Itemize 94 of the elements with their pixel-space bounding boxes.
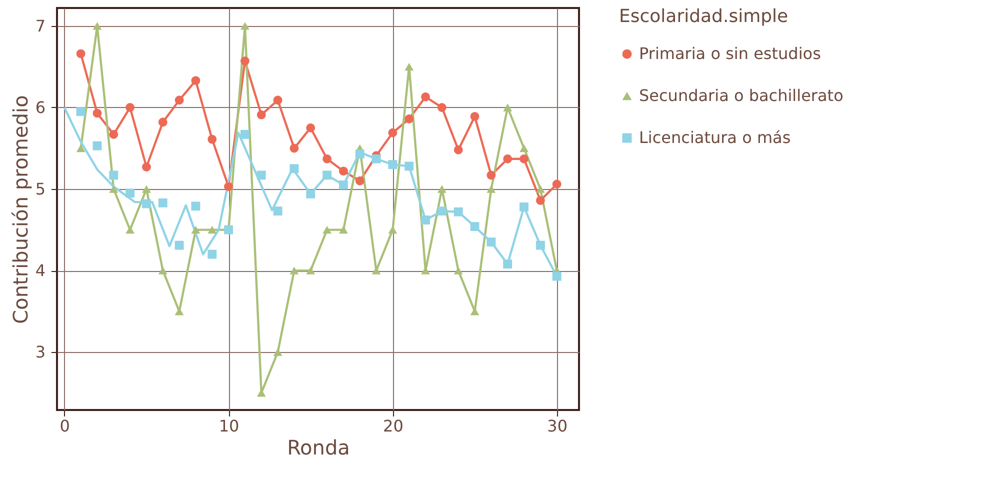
point <box>109 130 118 139</box>
point <box>76 144 86 152</box>
point <box>273 348 282 356</box>
point <box>208 134 217 144</box>
point <box>437 185 446 193</box>
point <box>109 170 118 180</box>
point <box>437 103 446 112</box>
x-tick-label: 0 <box>60 416 70 436</box>
point <box>208 226 217 234</box>
point <box>273 96 282 105</box>
x-tick-label: 10 <box>218 416 240 436</box>
point <box>109 185 118 193</box>
point <box>322 226 332 234</box>
point <box>536 196 545 205</box>
x-tick-label: 30 <box>547 416 568 436</box>
point <box>208 250 217 259</box>
point <box>520 154 528 164</box>
point <box>338 166 348 176</box>
point <box>191 76 200 86</box>
point <box>421 92 430 102</box>
point <box>372 154 381 164</box>
point <box>421 216 430 224</box>
y-tick-label: 3 <box>35 342 46 362</box>
point <box>503 104 512 112</box>
point <box>126 226 135 234</box>
point <box>92 141 102 150</box>
point <box>404 114 414 124</box>
y-tick-label: 5 <box>35 180 46 199</box>
point <box>486 185 496 193</box>
point <box>290 144 299 153</box>
point <box>454 207 463 216</box>
y-tick-label: 7 <box>35 16 46 36</box>
point <box>338 180 348 190</box>
point <box>503 260 512 269</box>
point <box>486 238 496 246</box>
point <box>552 180 562 189</box>
point <box>126 103 135 112</box>
point <box>306 123 316 132</box>
y-tick-label: 6 <box>35 98 46 117</box>
y-tick-label: 4 <box>35 261 46 280</box>
point <box>256 170 266 180</box>
point <box>322 170 332 180</box>
point <box>92 22 102 30</box>
point <box>454 145 463 154</box>
point <box>520 202 528 212</box>
point <box>290 164 299 174</box>
point <box>388 160 398 170</box>
legend-title: Escolaridad.simple <box>619 6 788 27</box>
point <box>240 22 250 30</box>
point <box>158 198 168 208</box>
point <box>454 266 463 274</box>
point <box>191 202 200 211</box>
point <box>256 110 266 120</box>
point <box>76 107 86 116</box>
point <box>240 56 250 66</box>
y-axis-title: Contribución promedio <box>8 95 32 324</box>
point <box>322 154 332 164</box>
point <box>503 154 512 164</box>
point <box>174 96 184 105</box>
point <box>306 189 316 198</box>
point <box>158 118 168 127</box>
point <box>142 162 151 172</box>
point <box>520 144 528 152</box>
point <box>142 185 151 193</box>
point <box>224 182 234 192</box>
point <box>470 112 480 121</box>
point <box>486 170 496 180</box>
point <box>158 266 168 274</box>
point <box>76 49 86 58</box>
legend-label: Secundaria o bachillerato <box>639 86 844 105</box>
point <box>240 130 250 139</box>
point <box>404 62 414 71</box>
point <box>126 188 135 198</box>
legend-label: Primaria o sin estudios <box>639 44 821 63</box>
point <box>174 240 184 250</box>
point <box>552 272 562 281</box>
point <box>142 199 151 208</box>
point <box>273 206 282 216</box>
point <box>470 222 480 232</box>
point <box>388 128 398 138</box>
point <box>92 108 102 118</box>
point <box>290 266 299 274</box>
point <box>437 206 446 216</box>
point <box>306 266 316 274</box>
point <box>355 149 364 158</box>
x-tick-label: 20 <box>383 416 404 436</box>
point <box>355 176 364 186</box>
point <box>338 226 348 234</box>
point <box>536 240 545 250</box>
point <box>191 226 200 234</box>
point <box>404 162 414 171</box>
point <box>536 185 545 193</box>
x-axis-title: Ronda <box>287 436 350 460</box>
legend-label: Licenciatura o más <box>639 128 791 147</box>
